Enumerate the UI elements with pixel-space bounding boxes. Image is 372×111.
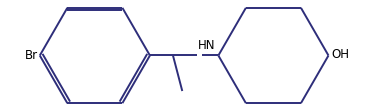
- Text: HN: HN: [198, 39, 215, 52]
- Text: OH: OH: [331, 48, 349, 61]
- Text: Br: Br: [25, 49, 38, 62]
